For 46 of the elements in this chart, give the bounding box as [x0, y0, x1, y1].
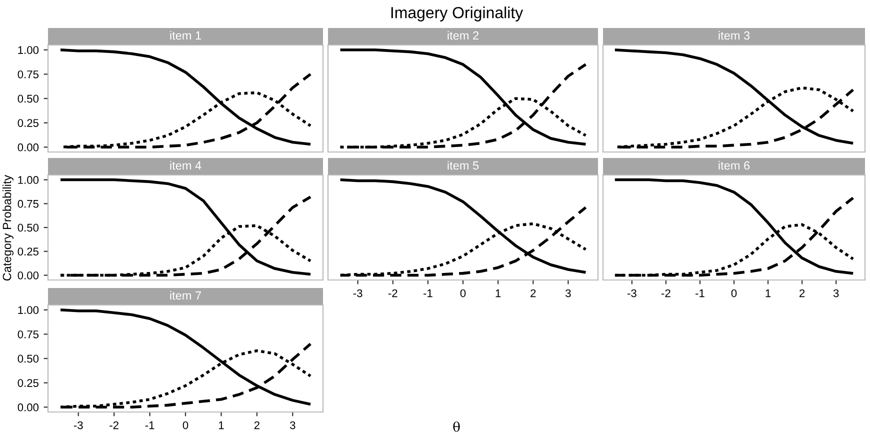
chart-subtitle: item 3 — [718, 31, 750, 40]
x-tick-label: -3 — [627, 289, 636, 298]
y-tick-label: 0.50 — [18, 354, 39, 363]
x-tick-label: -3 — [353, 289, 362, 298]
y-axis-title: Category Probability — [2, 174, 14, 281]
y-tick-label: 0.00 — [18, 143, 39, 152]
x-tick-label: -1 — [696, 289, 704, 298]
y-tick-label: 0.25 — [18, 379, 39, 387]
x-tick-label: 0 — [460, 289, 466, 298]
x-tick-label: -2 — [662, 289, 670, 298]
chart-title: Imagery Originality — [391, 6, 524, 22]
x-tick-label: 2 — [800, 289, 805, 298]
x-tick-label: 2 — [254, 421, 260, 430]
y-tick-label: 0.50 — [18, 94, 39, 103]
chart-subtitle: item 6 — [718, 161, 750, 170]
x-tick-label: 1 — [766, 289, 771, 298]
x-tick-label: 2 — [530, 289, 536, 298]
x-tick-label: -2 — [388, 289, 398, 298]
y-tick-label: 1.00 — [18, 176, 39, 184]
chart-subtitle: item 7 — [170, 290, 201, 300]
x-tick-label: -2 — [110, 421, 118, 430]
y-tick-label: 0.25 — [18, 119, 39, 127]
y-tick-label: 0.75 — [18, 330, 39, 338]
chart-subtitle: item 4 — [170, 161, 202, 170]
y-tick-label: 0.50 — [18, 224, 39, 232]
x-tick-label: 0 — [731, 289, 737, 298]
y-tick-label: 0.25 — [18, 248, 39, 256]
chart-subtitle: item 5 — [448, 161, 479, 170]
y-tick-label: 0.75 — [18, 200, 39, 208]
x-tick-label: 1 — [496, 289, 501, 298]
x-axis-title: θ — [453, 421, 460, 432]
x-tick-label: 3 — [290, 421, 296, 430]
x-tick-label: -1 — [423, 289, 432, 298]
y-tick-label: 0.00 — [18, 271, 39, 280]
x-tick-label: 0 — [182, 421, 188, 430]
x-tick-label: 3 — [833, 289, 839, 298]
y-tick-label: 1.00 — [18, 306, 39, 314]
chart-subtitle: item 2 — [448, 31, 478, 40]
x-tick-label: -1 — [145, 421, 154, 430]
chart-subtitle: item 1 — [170, 31, 201, 40]
x-tick-label: 1 — [218, 421, 224, 430]
y-tick-label: 1.00 — [18, 46, 39, 54]
x-tick-label: 3 — [566, 289, 571, 298]
y-tick-label: 0.75 — [18, 70, 39, 78]
y-tick-label: 0.00 — [18, 403, 39, 412]
x-tick-label: -3 — [74, 421, 83, 430]
